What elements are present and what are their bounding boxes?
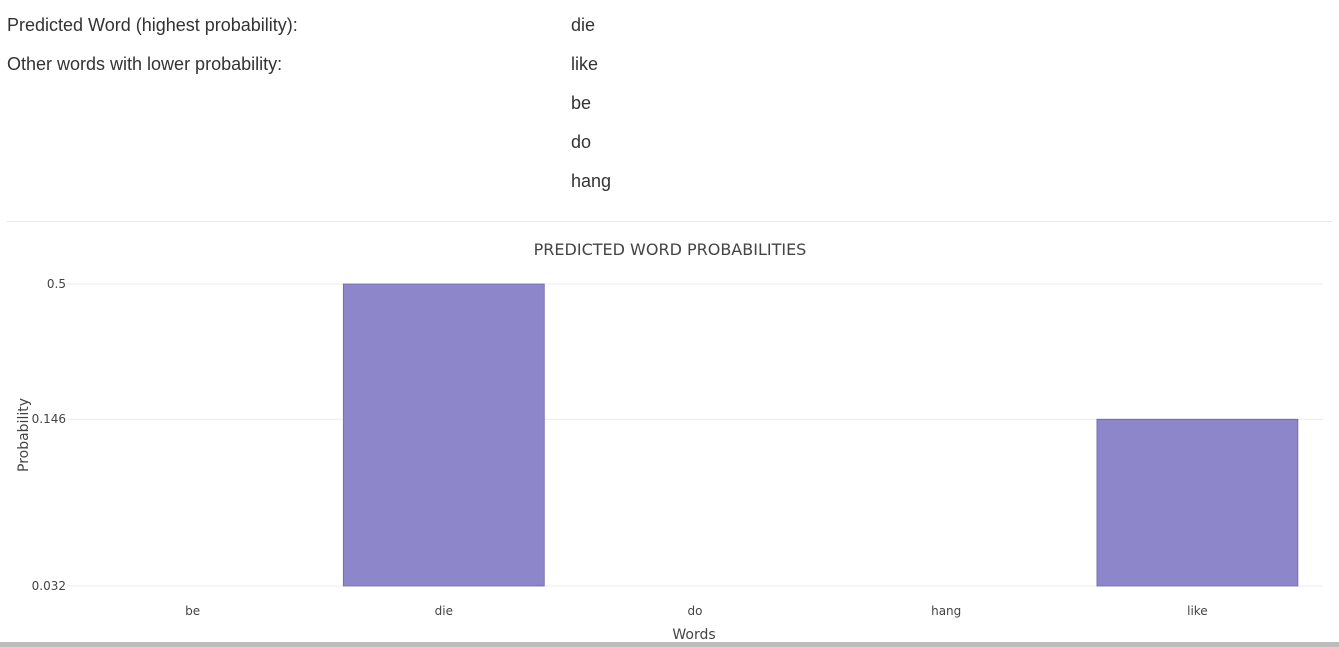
bottom-scrollbar[interactable]	[0, 642, 1339, 647]
x-axis-label: Words	[672, 627, 715, 642]
x-tick-label: be	[185, 604, 200, 618]
y-tick-label: 0.5	[47, 277, 66, 291]
predicted-word-value: die	[571, 14, 595, 36]
y-tick-layer: 0.032 0.146 0.5	[32, 277, 66, 593]
y-tick-label: 0.146	[32, 412, 66, 426]
x-tick-label: do	[688, 604, 703, 618]
other-word-item: do	[571, 131, 591, 153]
bar-die[interactable]	[343, 284, 544, 586]
probability-chart-container: 0.032 0.146 0.5 be die do hang like PREDICTED …	[0, 222, 1339, 642]
other-word-item: like	[571, 53, 598, 75]
x-tick-label: die	[435, 604, 453, 618]
probability-chart: 0.032 0.146 0.5 be die do hang like PREDICTED …	[0, 222, 1339, 642]
bar-like[interactable]	[1097, 419, 1298, 586]
x-tick-label: hang	[931, 604, 961, 618]
predicted-word-label: Predicted Word (highest probability):	[7, 14, 298, 36]
x-tick-layer: be die do hang like	[185, 604, 1208, 618]
other-word-item: hang	[571, 170, 611, 192]
y-tick-label: 0.032	[32, 579, 66, 593]
chart-title: PREDICTED WORD PROBABILITIES	[534, 240, 807, 259]
other-words-label: Other words with lower probability:	[7, 53, 282, 75]
prediction-panel: Predicted Word (highest probability): di…	[0, 0, 1339, 222]
bar-layer	[343, 284, 1298, 586]
other-word-item: be	[571, 92, 591, 114]
y-axis-label: Probability	[16, 398, 32, 472]
x-tick-label: like	[1187, 604, 1208, 618]
